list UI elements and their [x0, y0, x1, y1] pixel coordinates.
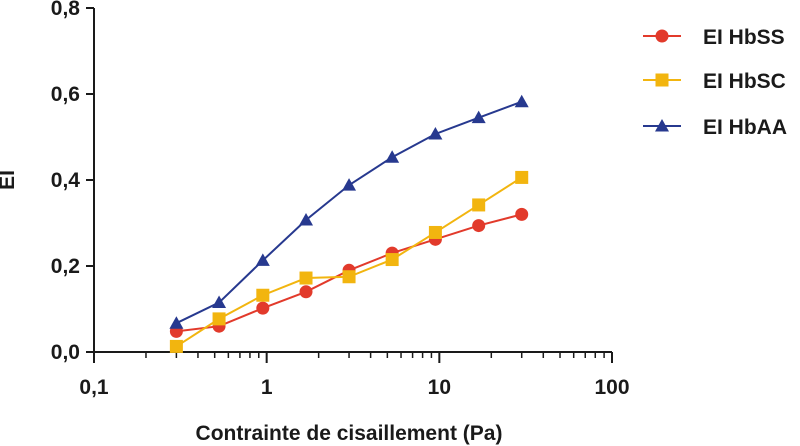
data-point-2-3 [299, 212, 314, 226]
x-tick-label-3: 100 [594, 376, 629, 399]
data-point-0-7 [472, 219, 486, 233]
x-axis-title: Contrainte de cisaillement (Pa) [196, 422, 503, 445]
legend-label-2: EI HbAA [703, 116, 787, 139]
data-point-1-1 [212, 312, 226, 326]
data-point-0-3 [299, 285, 313, 299]
series-line-2 [175, 100, 523, 325]
legend-marker-0 [655, 29, 669, 43]
data-point-2-0 [169, 316, 184, 329]
data-point-1-4 [342, 270, 356, 284]
data-point-2-4 [342, 178, 357, 191]
data-point-1-2 [256, 288, 270, 302]
data-point-2-8 [514, 94, 529, 108]
data-point-1-6 [428, 225, 442, 239]
data-point-0-8 [515, 207, 529, 221]
x-tick-label-0: 0,1 [79, 376, 109, 399]
data-point-1-8 [515, 170, 529, 184]
data-point-1-5 [385, 253, 399, 267]
data-point-2-7 [471, 110, 486, 124]
x-tick-label-1: 1 [261, 376, 273, 399]
legend-entry-2: EI HbAA [643, 116, 787, 139]
data-point-2-1 [212, 295, 227, 309]
y-tick-label-0: 0,0 [51, 341, 80, 364]
y-tick-label-4: 0,8 [51, 0, 81, 20]
y-axis-title: EI [0, 170, 19, 190]
data-point-2-5 [385, 150, 400, 163]
data-point-2-2 [255, 253, 270, 266]
axes: 0,0 0,2 0,4 0,6 0,8 0,1 1 10 100 [51, 0, 630, 399]
data-point-1-3 [299, 271, 313, 285]
series-line-1 [175, 176, 523, 348]
data-point-2-6 [428, 126, 443, 140]
y-tick-label-2: 0,4 [51, 169, 81, 192]
y-tick-label-1: 0,2 [51, 255, 80, 278]
legend-entry-1: EI HbSC [643, 70, 786, 93]
legend: EI HbSS EI HbSC EI HbAA [643, 26, 787, 139]
data-point-1-0 [169, 339, 183, 353]
legend-label-1: EI HbSC [703, 70, 786, 93]
y-tick-label-3: 0,6 [51, 83, 80, 106]
data-point-0-2 [256, 301, 270, 315]
legend-label-0: EI HbSS [703, 26, 785, 49]
legend-marker-1 [655, 73, 669, 87]
series-ei-hbaa [169, 94, 529, 329]
x-tick-label-2: 10 [428, 376, 451, 399]
series-ei-hbsc [169, 170, 529, 353]
legend-marker-2 [655, 119, 669, 132]
legend-entry-0: EI HbSS [643, 26, 785, 49]
series-layer [169, 94, 529, 353]
data-point-1-7 [472, 198, 486, 212]
